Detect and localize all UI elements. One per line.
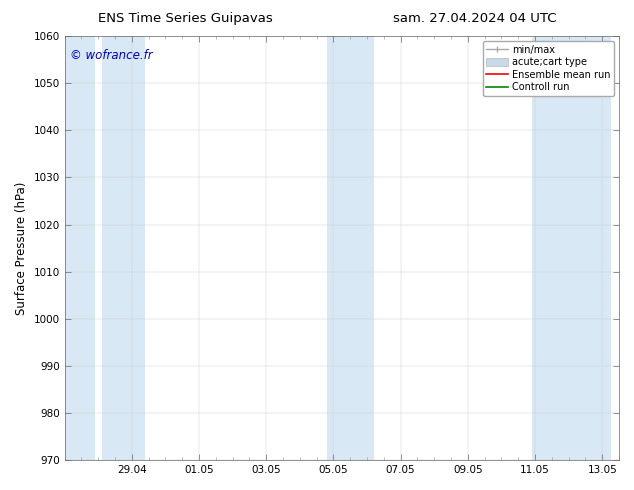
Legend: min/max, acute;cart type, Ensemble mean run, Controll run: min/max, acute;cart type, Ensemble mean … [482,41,614,96]
Bar [532,36,611,460]
Bar [327,36,374,460]
Bar [101,36,145,460]
Text: © wofrance.fr: © wofrance.fr [70,49,153,62]
Text: ENS Time Series Guipavas: ENS Time Series Guipavas [98,12,273,25]
Bar [65,36,95,460]
Text: sam. 27.04.2024 04 UTC: sam. 27.04.2024 04 UTC [393,12,557,25]
Y-axis label: Surface Pressure (hPa): Surface Pressure (hPa) [15,181,28,315]
